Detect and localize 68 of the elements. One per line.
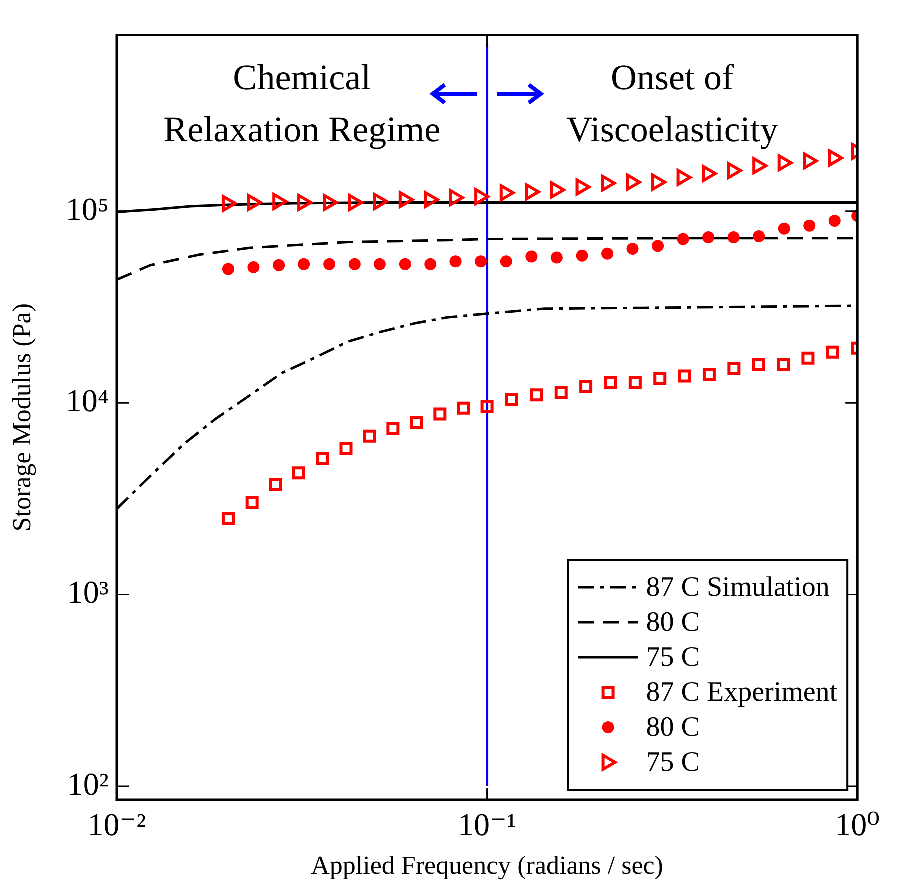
point	[424, 191, 440, 208]
legend-label: 75 C	[646, 746, 700, 778]
legend-label: 75 C	[646, 642, 700, 673]
point	[500, 184, 515, 202]
x-tick-label: 10⁻¹	[458, 806, 517, 843]
point	[222, 263, 234, 276]
point	[248, 261, 260, 274]
point	[576, 250, 588, 262]
y-tick-label: 10⁴	[66, 382, 109, 418]
point	[222, 195, 237, 212]
annotation: Onset of Viscoelasticity	[566, 58, 778, 150]
point	[474, 188, 490, 206]
point	[222, 512, 235, 525]
point	[778, 222, 790, 235]
point	[324, 258, 336, 270]
point	[778, 154, 793, 172]
point	[298, 194, 313, 212]
legend-label: 87 C Experiment	[646, 676, 838, 708]
point	[602, 248, 614, 260]
point	[550, 252, 563, 264]
x-axis-title: Applied Frequency (radians / sec)	[311, 851, 664, 880]
y-axis-title: Storage Modulus (Pa)	[7, 304, 36, 532]
legend-label: 80 C	[646, 712, 700, 743]
y-tick-label: 10³	[67, 574, 109, 610]
point	[677, 233, 690, 246]
point	[576, 178, 591, 196]
point	[398, 191, 414, 208]
point	[702, 165, 718, 182]
point	[804, 220, 816, 232]
y-tick-label: 10²	[67, 766, 109, 802]
x-tick-label: 10⁻²	[88, 806, 146, 843]
point	[828, 150, 844, 167]
point	[247, 194, 262, 212]
point	[728, 231, 740, 244]
point	[272, 193, 288, 210]
point	[298, 258, 310, 270]
point	[550, 182, 566, 199]
point	[348, 194, 364, 212]
point	[450, 256, 462, 268]
legend-label: 87 C Simulation	[646, 572, 830, 603]
point	[449, 189, 464, 206]
y-tick-label: 10⁵	[66, 190, 109, 227]
point	[399, 258, 412, 270]
legend-label: 80 C	[646, 606, 700, 638]
point	[676, 169, 692, 186]
point	[475, 256, 488, 268]
point	[323, 194, 338, 212]
point	[652, 240, 664, 252]
point	[626, 243, 639, 256]
x-tick-label: 10⁰	[835, 806, 880, 843]
point	[424, 258, 437, 270]
point	[526, 250, 538, 263]
annotation: Chemical Relaxation Regime	[164, 58, 441, 150]
point	[500, 256, 512, 268]
point	[525, 184, 540, 201]
point	[348, 258, 361, 270]
point	[828, 214, 841, 227]
point	[652, 174, 667, 191]
point	[626, 174, 642, 191]
point	[273, 259, 286, 272]
point	[727, 162, 742, 180]
point	[601, 174, 616, 192]
point	[803, 152, 818, 170]
point	[753, 230, 766, 242]
point	[752, 157, 768, 174]
point	[702, 231, 715, 244]
point	[374, 258, 386, 270]
point	[373, 193, 388, 210]
